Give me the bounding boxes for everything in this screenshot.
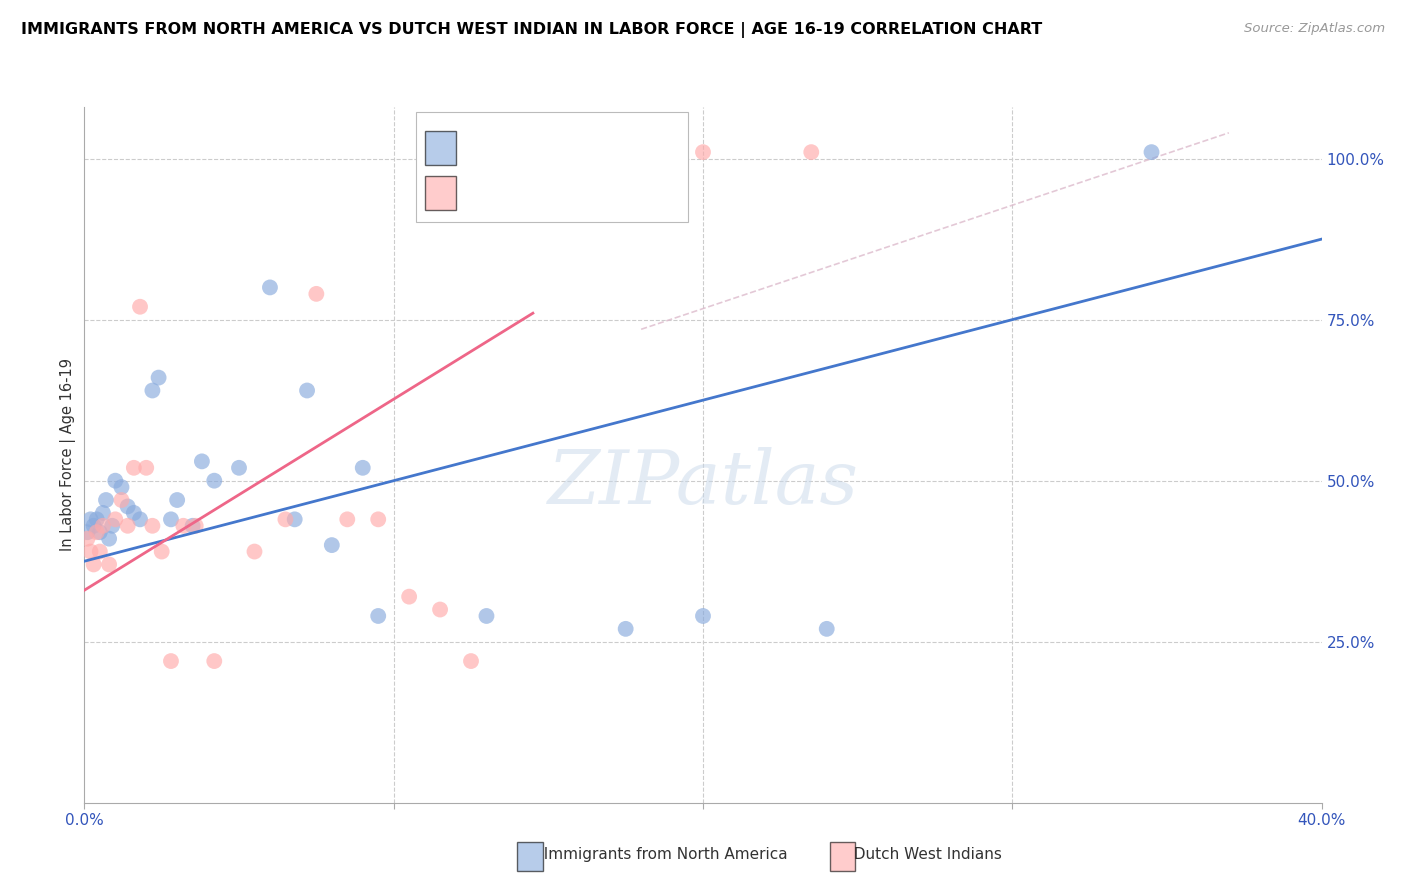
Point — [228, 460, 250, 475]
Point — [321, 538, 343, 552]
Point — [110, 480, 132, 494]
Point — [86, 512, 108, 526]
Point — [367, 512, 389, 526]
Point — [815, 622, 838, 636]
Text: Immigrants from North America: Immigrants from North America — [534, 847, 787, 862]
Point — [94, 493, 117, 508]
Point — [184, 518, 207, 533]
Point — [122, 506, 145, 520]
Point — [104, 512, 127, 526]
Point — [160, 654, 183, 668]
Point — [86, 525, 108, 540]
Point — [98, 558, 121, 572]
Text: ZIPatlas: ZIPatlas — [547, 447, 859, 519]
Point — [89, 525, 111, 540]
Point — [692, 145, 714, 160]
Point — [475, 609, 498, 624]
Point — [202, 474, 225, 488]
Point — [243, 544, 266, 558]
Point — [295, 384, 318, 398]
Point — [129, 300, 152, 314]
Point — [166, 493, 188, 508]
Point — [135, 460, 157, 475]
Point — [800, 145, 823, 160]
Point — [89, 544, 111, 558]
Point — [129, 512, 152, 526]
Point — [160, 512, 183, 526]
Point — [117, 518, 139, 533]
Point — [367, 609, 389, 624]
Point — [83, 558, 105, 572]
Point — [91, 506, 114, 520]
Point — [104, 474, 127, 488]
Point — [614, 622, 637, 636]
Point — [76, 532, 98, 546]
Point — [429, 602, 451, 616]
Text: Dutch West Indians: Dutch West Indians — [844, 847, 1001, 862]
Point — [101, 518, 124, 533]
Point — [76, 525, 98, 540]
Point — [191, 454, 214, 468]
Point — [122, 460, 145, 475]
Text: IMMIGRANTS FROM NORTH AMERICA VS DUTCH WEST INDIAN IN LABOR FORCE | AGE 16-19 CO: IMMIGRANTS FROM NORTH AMERICA VS DUTCH W… — [21, 22, 1042, 38]
Point — [336, 512, 359, 526]
Text: R =  0.466   N = 33: R = 0.466 N = 33 — [464, 136, 640, 154]
Point — [148, 370, 170, 384]
Point — [284, 512, 307, 526]
Point — [1140, 145, 1163, 160]
Point — [98, 532, 121, 546]
Text: Source: ZipAtlas.com: Source: ZipAtlas.com — [1244, 22, 1385, 36]
Point — [398, 590, 420, 604]
Y-axis label: In Labor Force | Age 16-19: In Labor Force | Age 16-19 — [60, 359, 76, 551]
Point — [79, 544, 101, 558]
Point — [259, 280, 281, 294]
Point — [150, 544, 173, 558]
Point — [91, 518, 114, 533]
Point — [141, 384, 163, 398]
Text: R =  0.412   N = 29: R = 0.412 N = 29 — [464, 181, 640, 199]
Point — [117, 500, 139, 514]
Point — [181, 518, 204, 533]
Point — [274, 512, 297, 526]
Point — [305, 286, 328, 301]
Point — [202, 654, 225, 668]
Point — [692, 609, 714, 624]
Point — [83, 518, 105, 533]
Point — [352, 460, 374, 475]
Point — [172, 518, 194, 533]
Point — [79, 512, 101, 526]
Point — [141, 518, 163, 533]
Point — [460, 654, 482, 668]
Point — [110, 493, 132, 508]
